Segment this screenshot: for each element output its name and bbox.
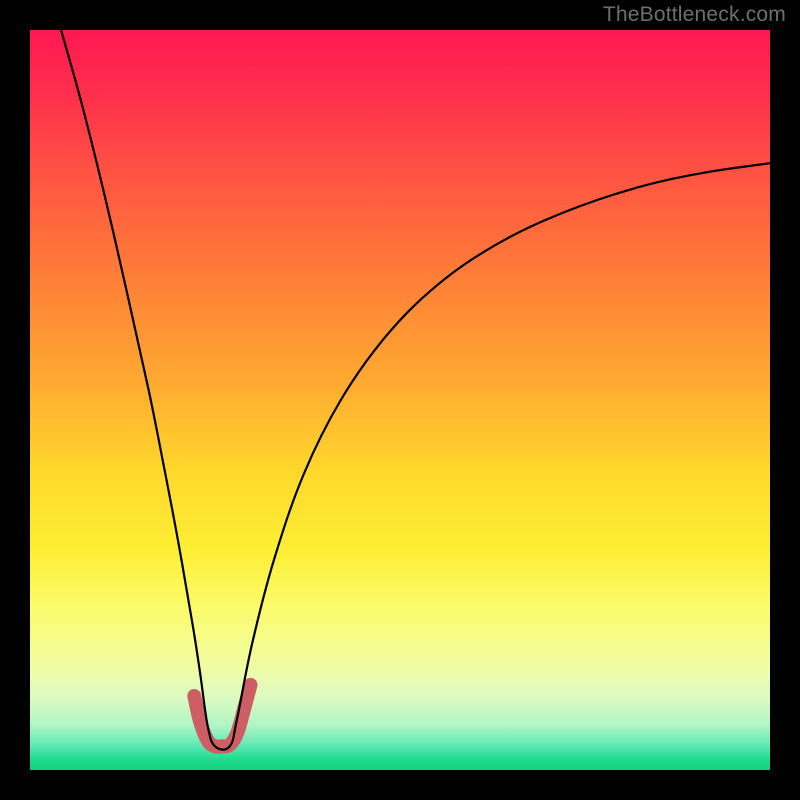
curve-layer [30,30,770,770]
border-bottom [0,770,800,800]
plot-area [30,30,770,770]
border-left [0,0,30,800]
chart-frame: TheBottleneck.com [0,0,800,800]
bottleneck-curve [61,30,770,750]
attribution-label: TheBottleneck.com [603,3,786,27]
border-right [770,0,800,800]
